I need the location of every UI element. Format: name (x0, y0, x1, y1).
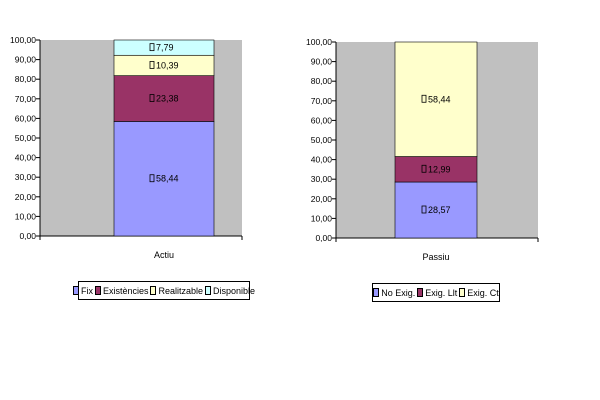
bar-segment-disponible (113, 39, 215, 56)
y-tick-label: 100,00 (10, 35, 36, 45)
y-tick-label: 90,00 (311, 57, 333, 67)
bar-segment-exig-ct (394, 41, 478, 157)
y-tick-label: 50,00 (15, 133, 37, 143)
y-tick-label: 30,00 (15, 172, 37, 182)
y-tick-label: 60,00 (15, 113, 37, 123)
legend-actiu: Fix Existències Realitzable Disponible (72, 281, 255, 300)
legend-swatch (72, 286, 79, 295)
y-tick-label: 80,00 (15, 74, 37, 84)
legend-item: Existències (94, 285, 149, 296)
legend-swatch (205, 286, 212, 295)
data-label-marker (149, 43, 155, 52)
data-label: 12,99 (428, 164, 451, 174)
data-label: 23,38 (156, 94, 179, 104)
data-label-marker (149, 94, 155, 102)
y-tick-label: 10,00 (311, 213, 333, 223)
data-label-marker (421, 94, 427, 103)
legend-swatch (417, 288, 424, 297)
y-tick-label: 40,00 (311, 155, 333, 165)
bar-segment-exig-llt (394, 156, 478, 183)
bar-segment-exist-ncies (113, 75, 215, 122)
y-tick-label: 0,00 (315, 233, 332, 243)
legend-item: Exig. Ct (459, 288, 499, 298)
bar-segment-no-exig- (394, 181, 478, 239)
data-label-marker (421, 205, 427, 214)
legend-swatch (459, 288, 466, 297)
legend-item: No Exig. (373, 288, 415, 298)
y-tick-label: 50,00 (311, 135, 333, 145)
category-label: Actiu (154, 250, 174, 260)
y-tick-label: 80,00 (311, 76, 333, 86)
category-label: Passiu (422, 252, 449, 262)
legend-swatch (94, 286, 101, 295)
y-tick-label: 0,00 (19, 231, 36, 241)
legend-label: Realitzable (158, 285, 204, 296)
data-label: 58,44 (156, 174, 179, 184)
y-tick-label: 30,00 (311, 174, 333, 184)
legend-passiu: No Exig. Exig. Llt Exig. Ct (372, 283, 500, 302)
data-label: 58,44 (428, 94, 451, 104)
data-label: 7,79 (156, 43, 174, 53)
y-tick-label: 20,00 (311, 194, 333, 204)
y-tick-label: 10,00 (15, 211, 37, 221)
data-label-marker (421, 164, 427, 173)
data-label: 28,57 (428, 205, 451, 215)
data-label-marker (149, 174, 155, 183)
data-label: 10,39 (156, 60, 179, 70)
y-tick-label: 60,00 (311, 115, 333, 125)
y-tick-label: 70,00 (15, 94, 37, 104)
legend-label: No Exig. (381, 287, 416, 298)
legend-item: Fix (72, 285, 93, 296)
data-label-marker (149, 61, 155, 69)
legend-label: Disponible (213, 285, 256, 296)
y-tick-label: 20,00 (15, 192, 37, 202)
legend-swatch (373, 288, 380, 297)
legend-label: Exig. Llt (425, 287, 458, 298)
legend-item: Disponible (205, 286, 255, 296)
legend-swatch (150, 286, 157, 295)
y-tick-label: 100,00 (306, 37, 332, 47)
y-tick-label: 40,00 (15, 153, 37, 163)
legend-item: Exig. Llt (417, 288, 457, 298)
legend-label: Fix (80, 285, 93, 296)
y-tick-label: 70,00 (311, 96, 333, 106)
legend-label: Existències (102, 285, 149, 296)
legend-item: Realitzable (150, 286, 203, 296)
y-tick-label: 90,00 (15, 55, 37, 65)
legend-label: Exig. Ct (467, 287, 499, 298)
